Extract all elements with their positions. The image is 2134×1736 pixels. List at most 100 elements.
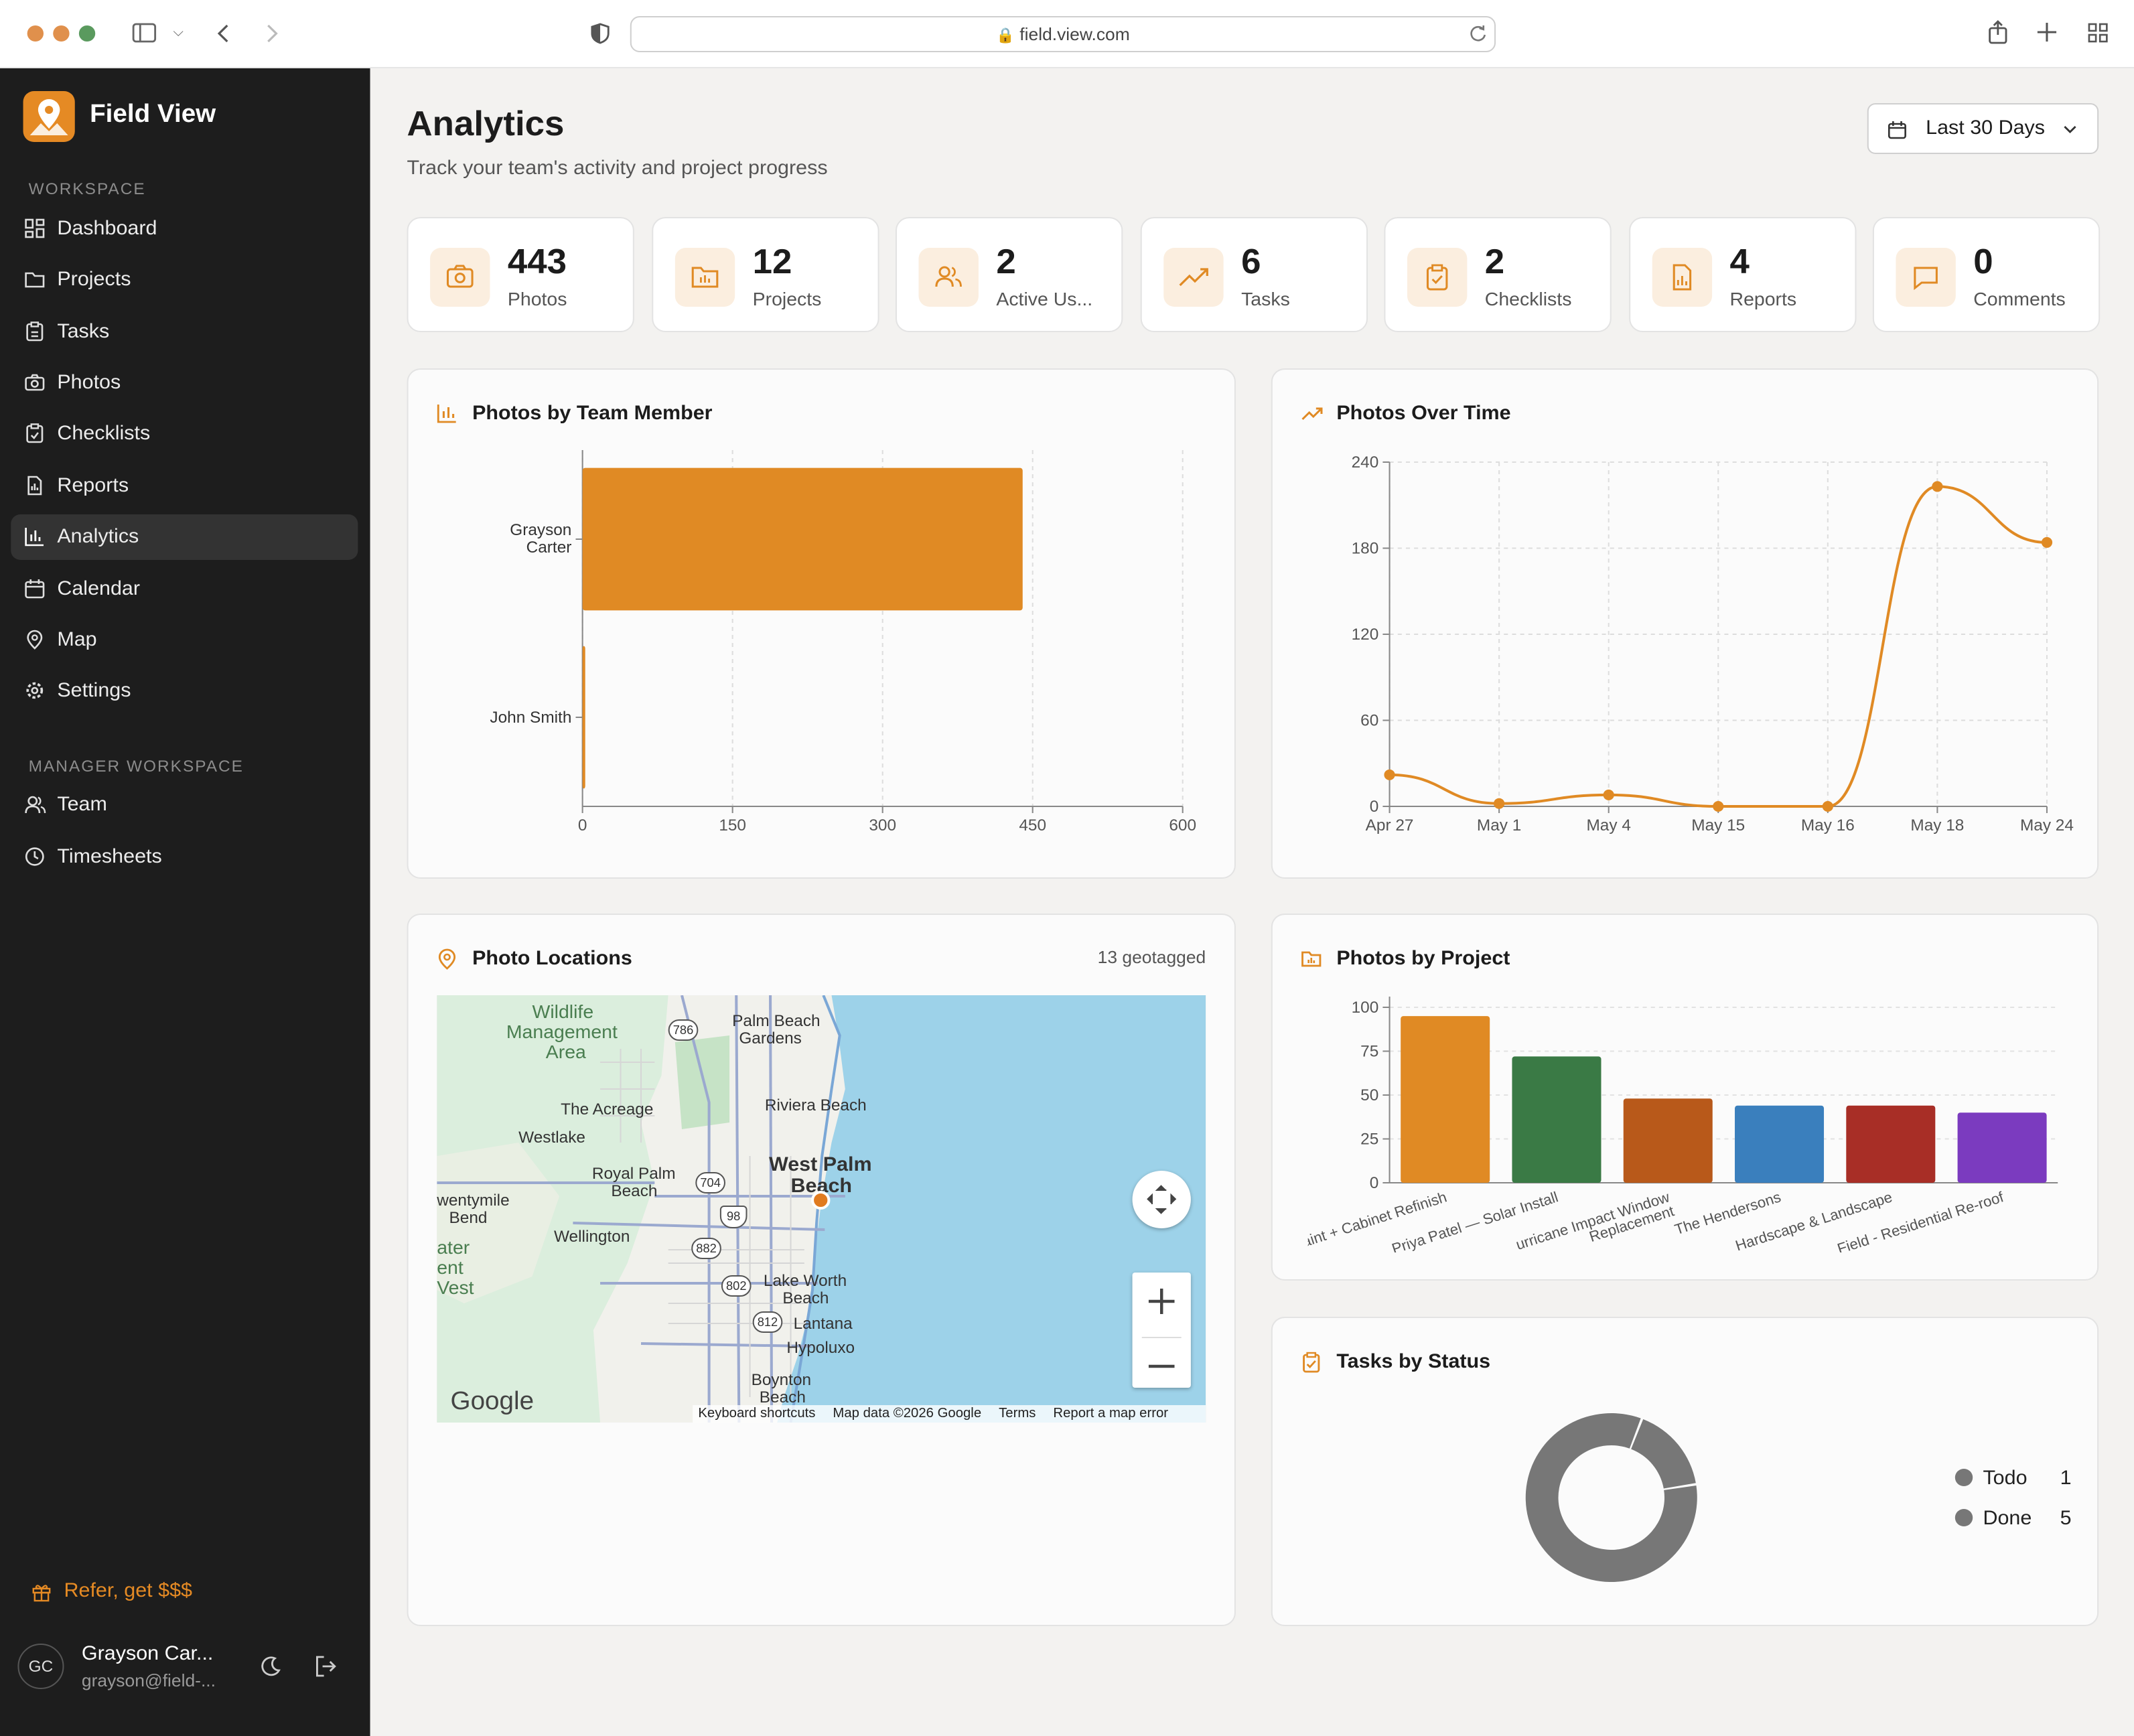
legend-swatch — [1954, 1509, 1973, 1526]
shield-icon[interactable] — [591, 23, 610, 44]
sidebar-item-timesheets[interactable]: Timesheets — [11, 835, 358, 880]
sidebar-item-calendar[interactable]: Calendar — [11, 567, 358, 612]
x-tick-label: May 24 — [2020, 816, 2074, 835]
calendar-icon — [25, 579, 45, 599]
map-canvas[interactable] — [437, 995, 1206, 1423]
minimize-window-button[interactable] — [53, 25, 70, 42]
sidebar-item-analytics[interactable]: Analytics — [11, 514, 358, 560]
users-icon — [25, 796, 46, 814]
map-pin-icon — [438, 948, 456, 970]
new-tab-icon[interactable] — [2037, 23, 2057, 42]
map-label: Westlake — [518, 1128, 585, 1147]
road-shield: 786 — [668, 1019, 699, 1041]
reload-icon[interactable] — [1468, 24, 1487, 43]
sidebar-item-team[interactable]: Team — [11, 782, 358, 828]
data-point — [1932, 481, 1943, 492]
stat-card-checklists[interactable]: 2 Checklists — [1384, 217, 1612, 332]
report-error-link[interactable]: Report a map error — [1053, 1406, 1169, 1421]
map-label: Royal Palm — [591, 1164, 676, 1183]
locations-card: Photo Locations 13 geotagged — [407, 914, 1236, 1626]
logout-icon[interactable] — [314, 1656, 338, 1677]
chevron-down-icon — [2064, 126, 2076, 133]
stat-card-tasks[interactable]: 6 Tasks — [1140, 217, 1368, 332]
fullscreen-button[interactable] — [1132, 1171, 1191, 1228]
sidebar-item-tasks[interactable]: Tasks — [11, 309, 358, 355]
gear-icon — [26, 682, 44, 699]
sidebar-item-dashboard[interactable]: Dashboard — [11, 206, 358, 252]
sidebar-item-photos[interactable]: Photos — [11, 360, 358, 406]
chevron-down-icon[interactable]: ⌵ — [173, 25, 184, 40]
stat-icon-box — [430, 248, 490, 307]
terms-link[interactable]: Terms — [999, 1406, 1036, 1421]
avatar[interactable]: GC — [17, 1644, 64, 1689]
stat-card-photos[interactable]: 443 Photos — [407, 217, 634, 332]
photo-marker[interactable] — [811, 1191, 831, 1210]
sidebar-toggle-icon[interactable] — [132, 23, 157, 44]
sidebar-item-label: Dashboard — [57, 217, 157, 240]
address-bar[interactable]: 🔒 field.view.com — [630, 16, 1496, 52]
close-window-button[interactable] — [27, 25, 44, 42]
sidebar-item-label: Projects — [57, 268, 131, 291]
bar — [1512, 1056, 1602, 1183]
sidebar-item-checklists[interactable]: Checklists — [11, 411, 358, 457]
stat-card-reports[interactable]: 4 Reports — [1629, 217, 1857, 332]
sidebar-item-projects[interactable]: Projects — [11, 257, 358, 303]
sidebar-item-label: Timesheets — [57, 845, 162, 868]
sidebar-item-label: Analytics — [57, 525, 139, 548]
logo-pin-icon — [29, 99, 68, 135]
maximize-window-button[interactable] — [78, 25, 96, 42]
zoom-in-button[interactable] — [1133, 1273, 1191, 1330]
stat-label: Photos — [507, 288, 567, 309]
url-text: field.view.com — [1019, 24, 1130, 44]
map-label: ent — [437, 1256, 464, 1278]
stat-card-projects[interactable]: 12 Projects — [652, 217, 879, 332]
map-data-text: Map data ©2026 Google — [833, 1406, 982, 1421]
clipboard-icon — [26, 321, 44, 342]
x-tick-label: May 18 — [1910, 816, 1964, 835]
project-chart-card: Photos by Project 0 25 50 75 100 aint + Cabin… — [1271, 914, 2099, 1281]
forward-icon[interactable] — [264, 23, 280, 44]
data-point — [1822, 801, 1833, 812]
map-label: Palm Beach — [732, 1011, 821, 1030]
stat-card-active-users[interactable]: 2 Active Us... — [895, 217, 1123, 332]
map-label: Beach — [759, 1388, 806, 1406]
moon-icon[interactable] — [260, 1656, 282, 1677]
map-label: Lantana — [793, 1314, 853, 1333]
map-label: Bend — [449, 1208, 488, 1227]
users-icon — [935, 266, 962, 287]
stat-icon-box — [1163, 248, 1224, 307]
date-range-select[interactable]: Last 30 Days — [1867, 103, 2099, 154]
tab-overview-icon[interactable] — [2088, 23, 2108, 43]
map-view[interactable]: Wildlife Management Area Palm Beach Gard… — [437, 995, 1206, 1423]
sidebar-item-settings[interactable]: Settings — [11, 668, 358, 714]
back-icon[interactable] — [215, 23, 231, 44]
sidebar-item-map[interactable]: Map — [11, 618, 358, 663]
refer-link[interactable]: Refer, get $$$ — [29, 1579, 192, 1602]
keyboard-shortcuts-link[interactable]: Keyboard shortcuts — [698, 1406, 816, 1421]
x-tick-label: Apr 27 — [1366, 816, 1414, 835]
stat-card-comments[interactable]: 0 Comments — [1872, 217, 2101, 332]
trend-icon — [1179, 268, 1208, 287]
google-logo: Google — [450, 1388, 535, 1416]
workspace-section-label: WORKSPACE — [28, 179, 146, 198]
map-label: Beach — [611, 1181, 658, 1200]
sidebar-item-reports[interactable]: Reports — [11, 463, 358, 509]
y-tick-label: 100 — [1352, 999, 1379, 1017]
share-icon[interactable] — [1987, 20, 2009, 44]
x-tick-label: May 1 — [1477, 816, 1521, 835]
zoom-out-button[interactable] — [1133, 1338, 1191, 1394]
card-title: Photo Locations — [472, 947, 632, 970]
stat-label: Reports — [1729, 288, 1797, 309]
chart-icon — [25, 528, 44, 547]
x-tick-label: 0 — [578, 816, 587, 835]
card-title: Photos by Team Member — [472, 402, 713, 425]
app-logo[interactable] — [23, 91, 75, 142]
map-pin-icon — [27, 630, 43, 650]
bar — [1957, 1112, 2047, 1183]
map-label: Wellington — [553, 1227, 630, 1246]
map-labels: Wildlife Management Area Palm Beach Gard… — [437, 995, 1206, 1423]
manager-section-label: MANAGER WORKSPACE — [28, 757, 244, 776]
legend-count: 5 — [2060, 1507, 2072, 1529]
sidebar: Field View WORKSPACE Dashboard Projects … — [0, 68, 370, 1736]
